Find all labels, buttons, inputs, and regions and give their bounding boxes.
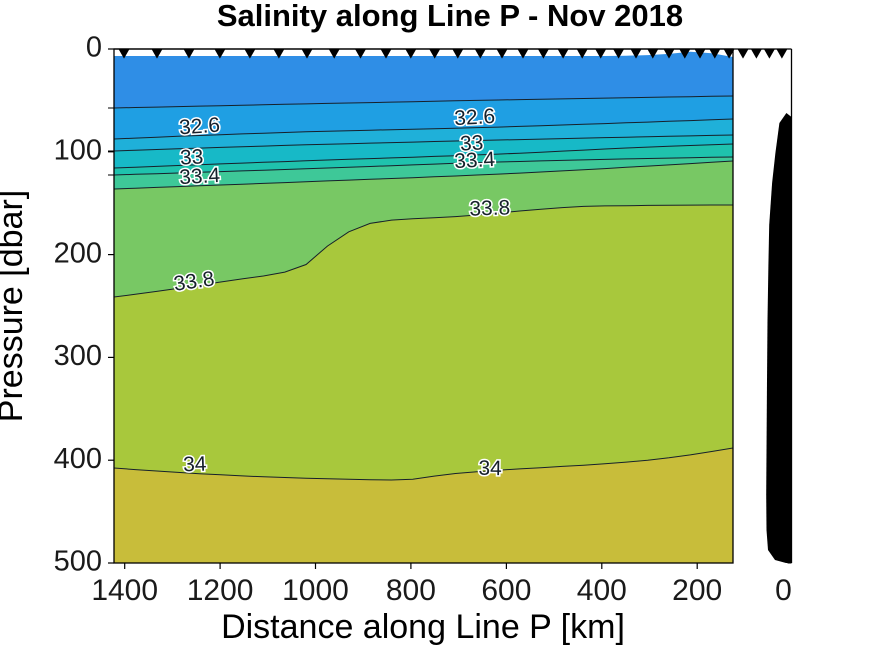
svg-text:0: 0: [775, 574, 792, 607]
svg-text:500: 500: [54, 546, 102, 578]
svg-text:33.4: 33.4: [179, 164, 221, 189]
svg-text:32.6: 32.6: [178, 114, 220, 140]
svg-text:1200: 1200: [187, 574, 254, 607]
svg-text:Distance along Line P [km]: Distance along Line P [km]: [221, 608, 625, 646]
svg-text:33.4: 33.4: [454, 148, 496, 173]
svg-text:1000: 1000: [282, 574, 349, 607]
svg-text:400: 400: [54, 443, 102, 475]
svg-text:100: 100: [54, 134, 102, 166]
svg-text:Pressure [dbar]: Pressure [dbar]: [0, 190, 30, 422]
svg-text:Salinity along Line P - Nov 20: Salinity along Line P - Nov 2018: [217, 0, 683, 33]
svg-text:200: 200: [672, 574, 722, 607]
svg-text:0: 0: [86, 32, 102, 64]
svg-text:600: 600: [481, 574, 531, 607]
svg-text:300: 300: [54, 340, 102, 372]
svg-text:400: 400: [577, 574, 627, 607]
svg-text:1400: 1400: [91, 574, 158, 607]
svg-text:33.8: 33.8: [469, 196, 511, 220]
svg-text:34: 34: [183, 453, 207, 477]
svg-text:34: 34: [478, 457, 502, 480]
svg-text:200: 200: [54, 237, 102, 269]
svg-text:32.6: 32.6: [454, 105, 496, 130]
svg-text:800: 800: [386, 574, 436, 607]
